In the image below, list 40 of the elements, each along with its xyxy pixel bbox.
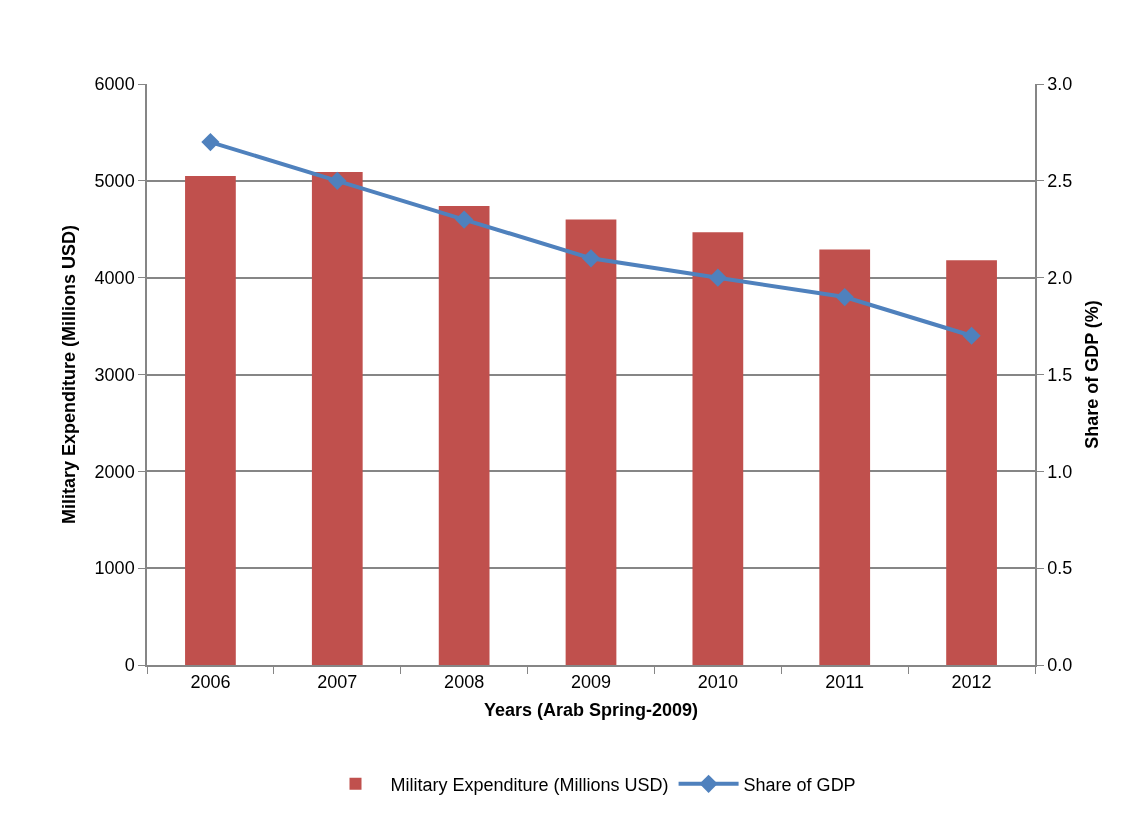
y-tick-label: 2000 <box>94 461 135 482</box>
bar <box>692 232 744 665</box>
y2-tick-label: 1.5 <box>1047 364 1073 385</box>
y-tick-label: 1000 <box>94 558 135 579</box>
y-tick-label: 0 <box>124 655 135 676</box>
legend-label: Military Expenditure (Millions USD) <box>390 774 669 795</box>
bar <box>185 175 236 665</box>
bar <box>311 172 363 665</box>
y2-tick-label: 1.0 <box>1047 461 1073 482</box>
legend-label: Share of GDP <box>743 774 856 795</box>
y-axis-title: Military Expenditure (Millions USD) <box>59 224 80 525</box>
x-axis-title: Years (Arab Spring-2009) <box>483 699 699 720</box>
x-tick-label: 2006 <box>190 672 231 693</box>
point <box>328 171 347 190</box>
y2-tick-label: 2.5 <box>1047 171 1073 192</box>
point <box>201 133 220 152</box>
y2-tick-label: 3.0 <box>1047 74 1073 95</box>
x-tick-label: 2008 <box>444 672 485 693</box>
bar <box>819 249 871 665</box>
point <box>962 326 981 345</box>
point <box>835 287 854 307</box>
bar <box>565 219 617 665</box>
y2-tick-label: 2.0 <box>1047 267 1073 288</box>
y2-tick-label: 0.5 <box>1047 558 1073 579</box>
y2-axis-title: Share of GDP (%) <box>1081 300 1102 449</box>
bar <box>946 260 997 665</box>
y-tick-label: 6000 <box>94 74 135 95</box>
point <box>581 249 601 268</box>
x-tick-label: 2012 <box>951 672 992 693</box>
y-tick-label: 4000 <box>94 267 135 288</box>
x-tick-label: 2007 <box>317 672 358 693</box>
x-tick-label: 2009 <box>570 672 612 693</box>
x-tick-label: 2010 <box>697 672 738 693</box>
y-tick-label: 3000 <box>94 364 135 385</box>
bar <box>438 206 490 665</box>
point <box>455 210 474 229</box>
y-tick-label: 5000 <box>94 171 135 192</box>
y2-tick-label: 0.0 <box>1047 655 1073 676</box>
point <box>708 268 727 287</box>
x-tick-label: 2011 <box>825 672 865 693</box>
